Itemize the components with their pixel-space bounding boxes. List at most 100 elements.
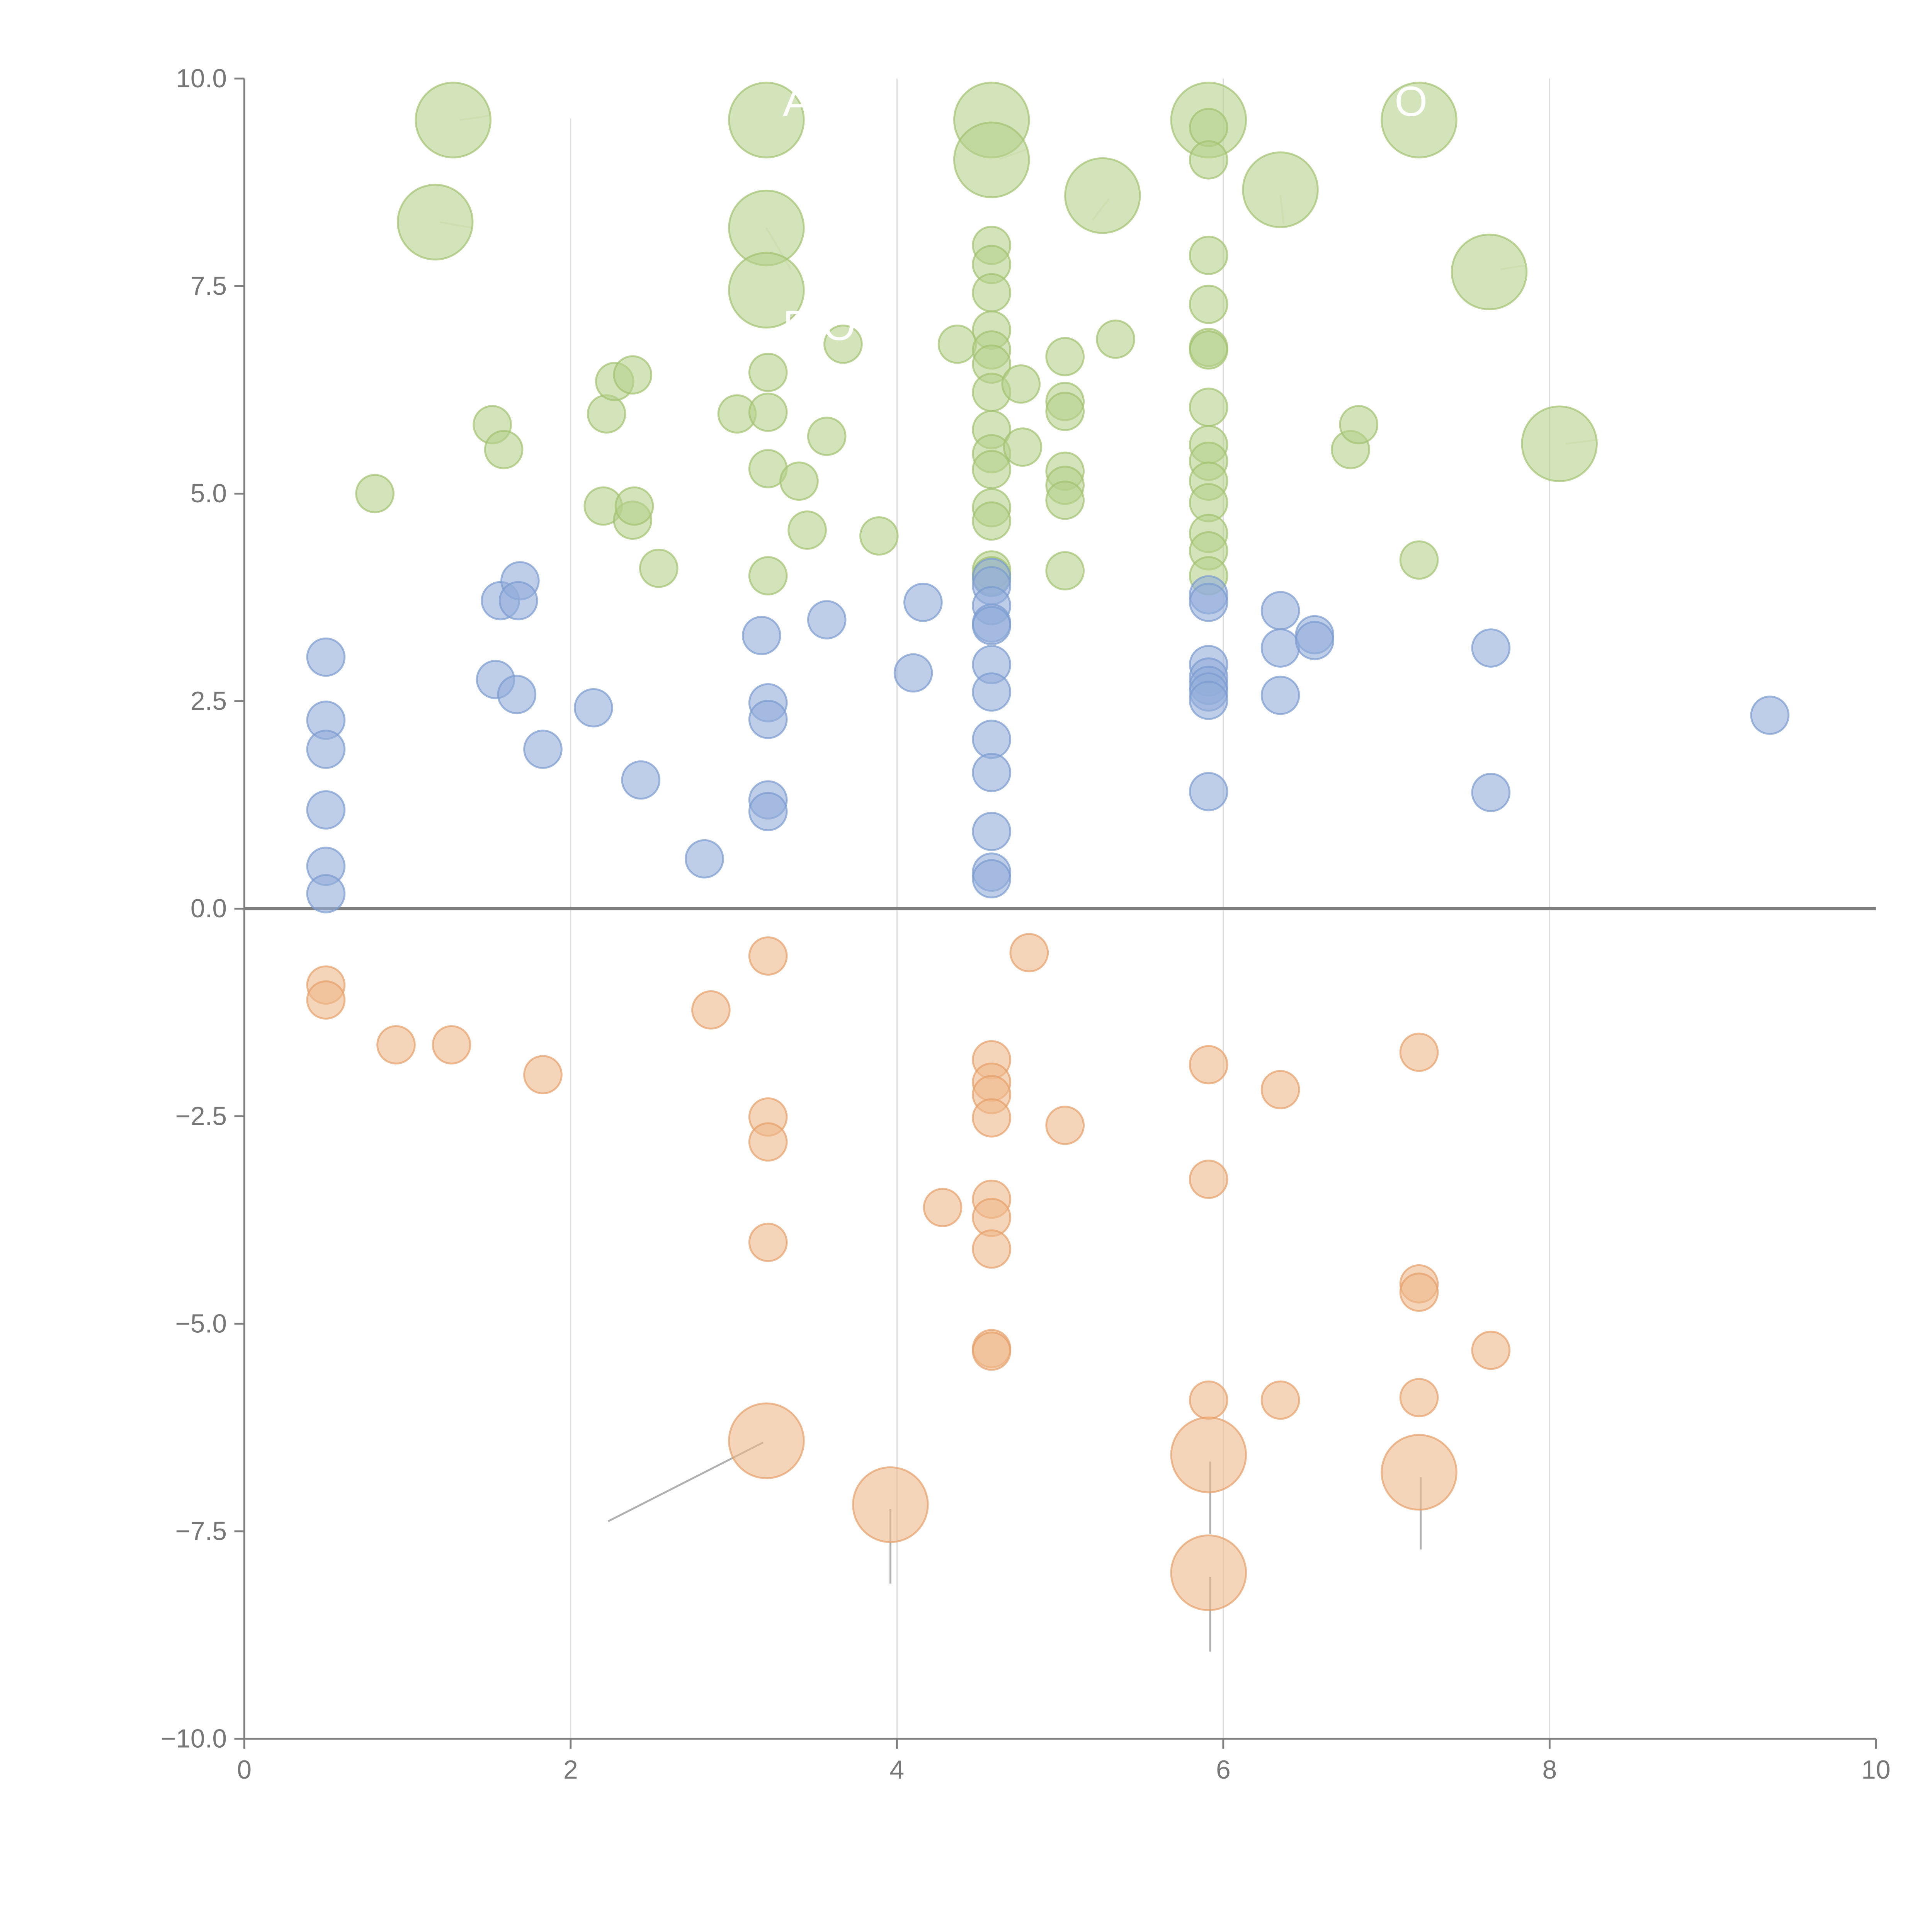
series-blue <box>306 558 1790 913</box>
data-point-orange <box>523 1055 563 1095</box>
data-point-green <box>972 273 1012 313</box>
data-points <box>306 82 1790 1611</box>
data-point-green <box>807 417 847 456</box>
data-point-green <box>1003 427 1043 467</box>
data-point-green <box>972 450 1012 489</box>
data-point-green <box>1399 540 1439 580</box>
data-point-blue <box>621 760 661 800</box>
data-point-green <box>1045 480 1085 520</box>
data-point-orange <box>748 936 788 976</box>
data-point-blue <box>903 583 943 622</box>
data-point-orange <box>1170 1534 1247 1611</box>
data-point-green <box>1521 405 1598 482</box>
data-point-green <box>1045 551 1085 591</box>
data-point-green <box>1096 320 1135 359</box>
data-point-blue <box>972 812 1012 851</box>
data-point-green <box>1451 233 1528 310</box>
data-point-orange <box>1260 1380 1300 1420</box>
data-point-orange <box>923 1188 963 1227</box>
data-point-green <box>1189 388 1228 427</box>
data-point-orange <box>748 1223 788 1262</box>
data-point-orange <box>748 1122 788 1162</box>
data-point-orange <box>972 1229 1012 1269</box>
x-tick-label: 6 <box>1216 1755 1231 1784</box>
data-point-blue <box>893 653 933 693</box>
data-point-green <box>1189 330 1228 370</box>
data-point-green <box>972 501 1012 541</box>
data-point-blue <box>497 675 537 714</box>
x-tick-label: 4 <box>889 1755 904 1784</box>
data-point-green <box>639 548 679 588</box>
data-point-orange <box>1009 933 1049 973</box>
data-point-orange <box>1381 1434 1458 1511</box>
data-point-orange <box>728 1402 805 1479</box>
data-point-green <box>1001 364 1041 404</box>
x-tick-label: 2 <box>563 1755 578 1784</box>
data-point-green <box>415 82 492 158</box>
data-point-orange <box>1399 1032 1439 1072</box>
data-point-blue <box>972 672 1012 712</box>
annotations: A O E O <box>783 78 1428 349</box>
y-tick-label: 2.5 <box>190 687 227 716</box>
y-tick-label: 10.0 <box>176 64 227 93</box>
data-point-green <box>859 516 899 556</box>
data-point-green <box>613 355 653 395</box>
x-tick-label: 8 <box>1542 1755 1557 1784</box>
data-point-blue <box>685 839 724 879</box>
data-point-blue <box>972 753 1012 793</box>
annotation-label: A <box>783 78 811 125</box>
y-tick-label: −10.0 <box>161 1725 227 1753</box>
y-tick-label: 0.0 <box>190 894 227 923</box>
data-point-green <box>748 352 788 392</box>
data-point-green <box>1242 151 1319 228</box>
y-tick-label: 5.0 <box>190 479 227 508</box>
series-green <box>355 82 1598 595</box>
data-point-blue <box>1260 591 1300 631</box>
axes: 0 2 4 6 8 10 −10.0 −7.5 −5.0 −2.5 0.0 2.5 5.0 7.5 10.0 <box>161 64 1891 1784</box>
leader-lines <box>440 115 1599 1652</box>
data-point-orange <box>1189 1380 1228 1420</box>
data-point-orange <box>432 1025 471 1065</box>
data-point-green <box>1381 82 1458 158</box>
data-point-blue <box>742 616 781 655</box>
data-point-orange <box>972 1331 1012 1371</box>
data-point-green <box>1189 140 1228 180</box>
data-point-blue <box>972 606 1012 645</box>
data-point-green <box>1189 284 1228 324</box>
data-point-blue <box>306 790 346 830</box>
data-point-green <box>1045 391 1085 431</box>
data-point-blue <box>972 719 1012 759</box>
data-point-blue <box>306 730 346 769</box>
data-point-blue <box>306 637 346 677</box>
annotation-label: O <box>1395 78 1427 125</box>
data-point-orange <box>1260 1070 1300 1109</box>
data-point-blue <box>523 730 563 769</box>
data-point-green <box>823 324 863 364</box>
data-point-blue <box>1295 621 1335 660</box>
data-point-orange <box>306 980 346 1020</box>
data-point-green <box>728 252 805 329</box>
x-tick-label: 0 <box>237 1755 252 1784</box>
data-point-orange <box>1170 1417 1247 1493</box>
data-point-blue <box>574 688 613 728</box>
data-point-green <box>614 486 654 526</box>
data-point-blue <box>748 699 788 739</box>
data-point-orange <box>691 990 731 1030</box>
data-point-green <box>355 474 395 514</box>
data-point-orange <box>1189 1160 1228 1199</box>
series-orange <box>306 933 1511 1611</box>
annotation-label: E O <box>783 302 856 349</box>
data-point-green <box>937 324 977 364</box>
data-point-blue <box>748 792 788 832</box>
data-point-green <box>787 510 827 550</box>
y-tick-label: −2.5 <box>175 1102 227 1131</box>
x-tick-label: 10 <box>1861 1755 1890 1784</box>
data-point-green <box>1189 236 1228 275</box>
data-point-green <box>953 121 1030 198</box>
y-tick-label: −7.5 <box>175 1517 227 1546</box>
data-point-orange <box>852 1466 929 1543</box>
data-point-green <box>779 461 819 501</box>
data-point-green <box>1064 157 1141 234</box>
data-point-green <box>397 184 474 261</box>
